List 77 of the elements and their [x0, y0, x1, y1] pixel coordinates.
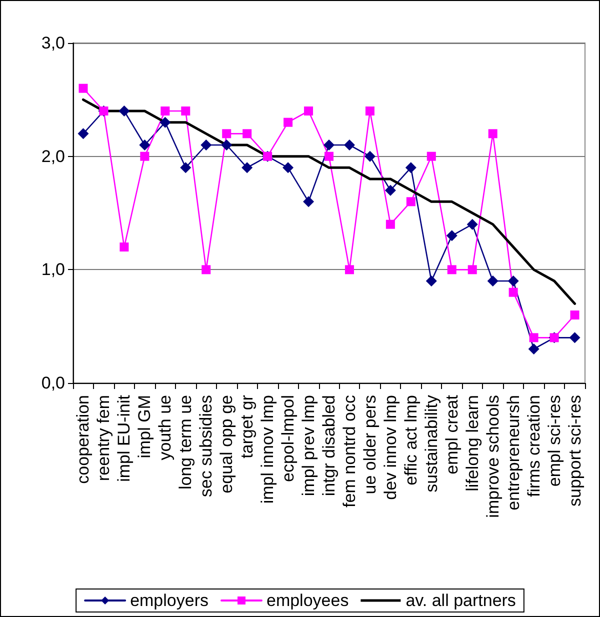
point [426, 152, 436, 161]
x-tick-label: cooperation [74, 395, 93, 484]
point [324, 140, 334, 150]
point [386, 220, 395, 229]
point [222, 129, 232, 138]
legend-label: employers [130, 591, 208, 610]
x-tick-label: ecpol-lmpol [278, 395, 298, 482]
point [344, 265, 354, 274]
x-tick-label: lifelong learn [462, 395, 482, 492]
point [140, 152, 150, 161]
point [364, 150, 376, 162]
point [447, 265, 456, 274]
point [139, 140, 150, 150]
point [242, 129, 252, 138]
point [570, 310, 580, 320]
point [405, 162, 416, 174]
x-tick-label: impl GM [135, 395, 154, 458]
x-tick-label: impl innov lmp [258, 395, 278, 504]
x-tick-label: effic act lmp [401, 395, 420, 486]
point [78, 128, 89, 140]
point [446, 230, 458, 242]
point [221, 140, 232, 150]
point [303, 196, 314, 208]
point [569, 332, 580, 344]
point [304, 106, 314, 116]
x-tick-label: youth ue [156, 395, 175, 460]
point [528, 344, 540, 354]
point [180, 162, 192, 174]
point [508, 288, 518, 297]
x-tick-label: ue older pers [360, 395, 380, 494]
point [365, 106, 374, 116]
point [202, 265, 211, 274]
point [406, 197, 416, 206]
point [78, 84, 88, 93]
point [508, 276, 519, 286]
x-tick-label: equal opp ge [217, 395, 236, 494]
x-tick-label: entrepreneursh [504, 395, 523, 510]
point [242, 162, 253, 174]
point [529, 333, 538, 342]
x-tick-label: target gr [238, 394, 257, 458]
x-tick-label: impl EU-init [114, 394, 134, 482]
point [181, 106, 190, 116]
point [384, 184, 396, 196]
point [344, 140, 355, 150]
x-tick-label: reentry fem [94, 395, 114, 481]
y-tick-label: 3,0 [41, 34, 65, 52]
legend-label: employees [266, 591, 349, 610]
x-tick-label: dev innov lmp [380, 395, 400, 500]
point [284, 118, 293, 127]
legend-label: av. all partners [406, 591, 516, 610]
y-tick-label: 1,0 [41, 260, 65, 280]
x-tick-label: firms creation [524, 395, 544, 498]
x-tick-label: intgr disabled [320, 395, 338, 496]
point [160, 116, 171, 128]
line-series [82, 98, 576, 305]
point [200, 140, 212, 150]
point [488, 129, 498, 138]
point [324, 152, 334, 161]
x-tick-label: sustainability [422, 394, 441, 492]
point [468, 265, 477, 274]
point [120, 242, 129, 252]
point [466, 218, 478, 230]
y-tick-label: 2,0 [41, 146, 65, 166]
y-tick-label: 0,0 [41, 374, 65, 392]
x-tick-label: long term ue [176, 395, 196, 490]
x-tick-label: empl sci-res [544, 395, 564, 487]
point [282, 162, 294, 174]
x-tick-label: fem nontrd occ [340, 394, 359, 508]
x-tick-label: support sci-res [565, 395, 584, 506]
x-tick-label: empl creat [442, 394, 462, 474]
point [160, 106, 170, 116]
x-tick-label: sec subsidies [196, 395, 216, 498]
point [118, 106, 130, 116]
point [487, 276, 498, 286]
x-tick-label: impl prev lmp [299, 395, 318, 496]
x-tick-label: improve schools [483, 395, 502, 518]
point [426, 276, 437, 286]
